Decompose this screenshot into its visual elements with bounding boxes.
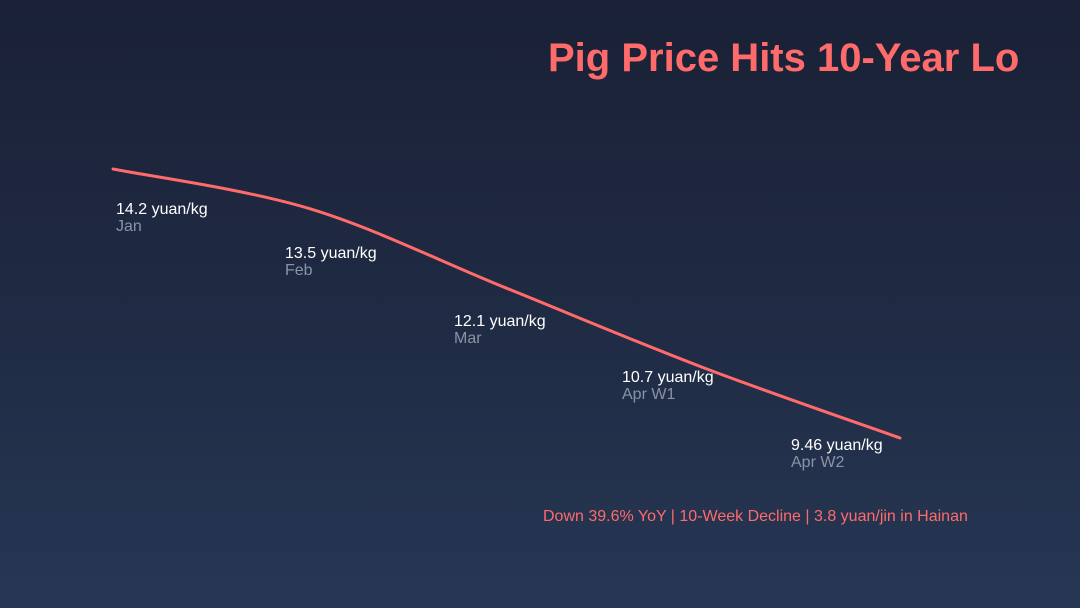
chart-subtitle: Down 39.6% YoY | 10-Week Decline | 3.8 y… <box>543 508 968 525</box>
category-label: Apr W1 <box>622 386 675 403</box>
value-label: 12.1 yuan/kg <box>454 313 546 330</box>
category-label: Apr W2 <box>791 454 844 471</box>
category-label: Jan <box>116 218 142 235</box>
value-label: 10.7 yuan/kg <box>622 369 714 386</box>
category-label: Feb <box>285 262 313 279</box>
category-label: Mar <box>454 330 482 347</box>
value-label: 14.2 yuan/kg <box>116 201 208 218</box>
value-label: 13.5 yuan/kg <box>285 245 377 262</box>
chart-title: Pig Price Hits 10-Year Lo <box>548 36 1020 80</box>
price-line <box>111 167 902 440</box>
value-label: 9.46 yuan/kg <box>791 437 883 454</box>
